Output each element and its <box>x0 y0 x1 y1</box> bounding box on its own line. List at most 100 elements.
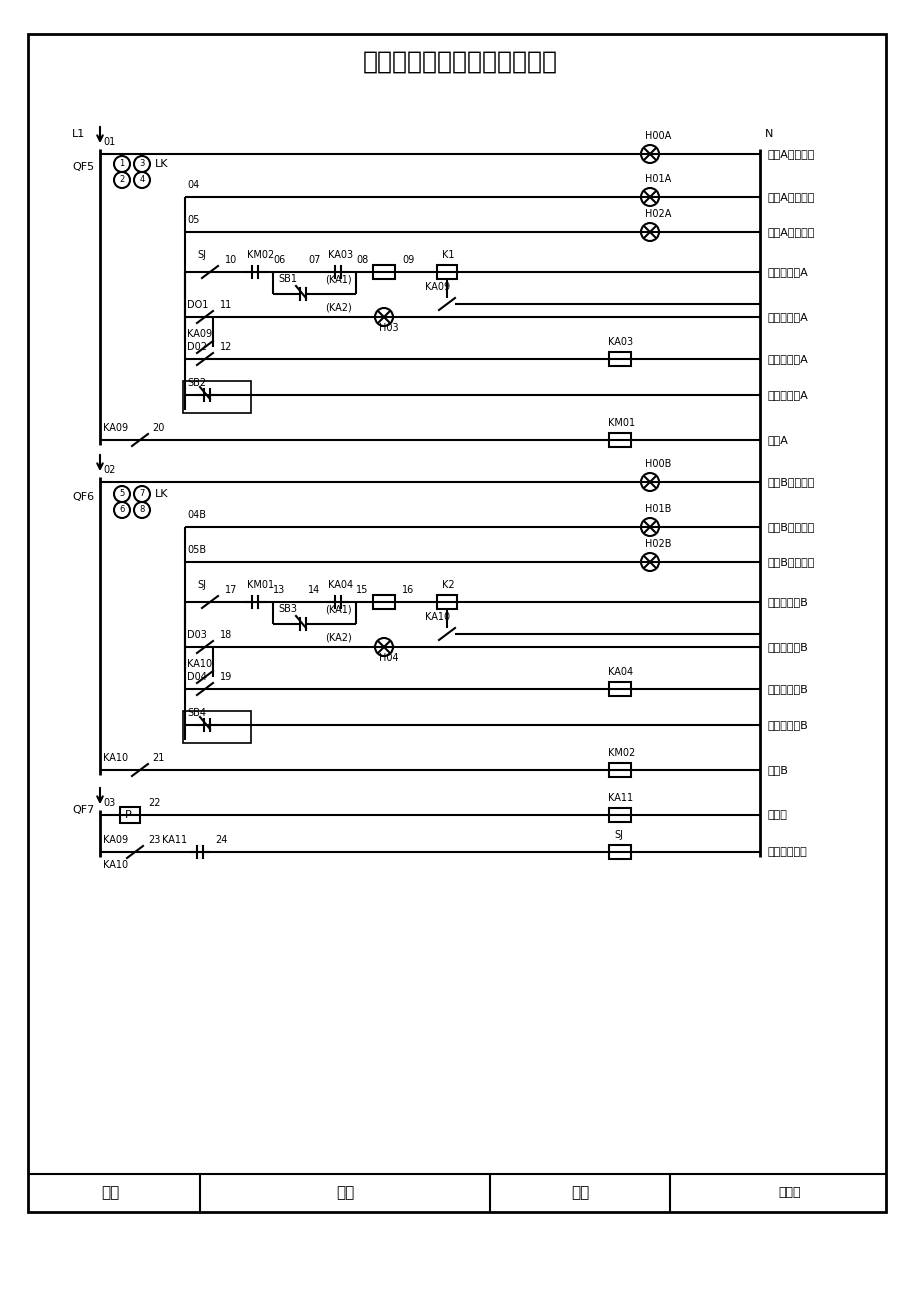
Text: 11: 11 <box>220 299 232 310</box>
Text: KA09: KA09 <box>103 423 128 434</box>
Text: 09: 09 <box>402 255 414 266</box>
Text: 07: 07 <box>308 255 320 266</box>
Bar <box>608 845 630 859</box>
Text: KA11: KA11 <box>607 793 632 803</box>
Text: 风机B就地指示: 风机B就地指示 <box>767 522 814 533</box>
Text: 24: 24 <box>215 835 227 845</box>
Text: 风机B电源指示: 风机B电源指示 <box>767 477 814 487</box>
Text: KA03: KA03 <box>607 337 632 348</box>
Text: 2: 2 <box>119 176 124 185</box>
Text: 05B: 05B <box>187 546 206 555</box>
Text: 风压低联锁启: 风压低联锁启 <box>767 848 807 857</box>
Text: K1: K1 <box>441 250 454 260</box>
Bar <box>608 352 630 366</box>
Text: 程控停风机B: 程控停风机B <box>767 684 808 694</box>
Text: 15: 15 <box>356 585 368 595</box>
Text: 10: 10 <box>225 255 237 266</box>
Text: 就地启风机B: 就地启风机B <box>767 598 808 607</box>
Text: 18: 18 <box>220 630 232 641</box>
Text: KA10: KA10 <box>425 612 449 622</box>
Bar <box>183 711 251 743</box>
Text: KA11: KA11 <box>162 835 187 845</box>
Text: (KA1): (KA1) <box>324 604 351 615</box>
Text: 风压低: 风压低 <box>767 810 787 820</box>
Text: 20: 20 <box>152 423 165 434</box>
Text: 13: 13 <box>273 585 285 595</box>
Text: (KA2): (KA2) <box>324 302 351 312</box>
Text: 22: 22 <box>148 798 160 809</box>
Text: 程控停风机A: 程控停风机A <box>767 354 808 365</box>
Bar <box>372 595 394 609</box>
Bar <box>183 381 251 413</box>
Text: L1: L1 <box>72 129 85 139</box>
Text: 风机A就地指示: 风机A就地指示 <box>767 191 814 202</box>
Text: 就地启风机A: 就地启风机A <box>767 267 808 277</box>
Text: 6: 6 <box>119 505 125 514</box>
Text: D04: D04 <box>187 672 207 682</box>
Text: 程控启风机B: 程控启风机B <box>767 642 808 652</box>
Text: 风机A程控指示: 风机A程控指示 <box>767 227 814 237</box>
Text: K2: K2 <box>441 579 454 590</box>
Text: KA09: KA09 <box>187 329 212 339</box>
Text: SJ: SJ <box>197 579 206 590</box>
Text: 03: 03 <box>103 798 115 809</box>
Text: 就地停风机B: 就地停风机B <box>767 720 808 730</box>
Text: 23: 23 <box>148 835 160 845</box>
Text: SB1: SB1 <box>278 273 297 284</box>
Text: 14: 14 <box>308 585 320 595</box>
Text: KA10: KA10 <box>103 861 128 870</box>
Text: 4: 4 <box>139 176 144 185</box>
Text: 1: 1 <box>119 160 124 168</box>
Text: SJ: SJ <box>197 250 206 260</box>
Text: KA10: KA10 <box>103 753 128 763</box>
Text: 08: 08 <box>356 255 368 266</box>
Bar <box>372 266 394 279</box>
Text: 06: 06 <box>273 255 285 266</box>
Text: 锅炉火焰冷却风机电气原理图: 锅炉火焰冷却风机电气原理图 <box>362 49 557 74</box>
Bar <box>608 763 630 777</box>
Text: 7: 7 <box>139 490 144 499</box>
Text: D02: D02 <box>187 342 207 352</box>
Text: 5: 5 <box>119 490 124 499</box>
Text: H01A: H01A <box>644 174 671 184</box>
Text: 12: 12 <box>220 342 233 352</box>
Text: 21: 21 <box>152 753 165 763</box>
Text: H00B: H00B <box>644 460 671 469</box>
Text: H01B: H01B <box>644 504 671 514</box>
Text: H04: H04 <box>379 654 398 663</box>
Text: KM02: KM02 <box>607 749 634 758</box>
Bar <box>608 682 630 697</box>
Text: KA09: KA09 <box>425 283 449 292</box>
Bar <box>119 807 140 823</box>
Text: P: P <box>125 810 131 820</box>
Text: 审核: 审核 <box>335 1186 354 1200</box>
Text: H02B: H02B <box>644 539 671 549</box>
Text: H03: H03 <box>379 323 398 333</box>
Text: 程控启风机A: 程控启风机A <box>767 312 808 322</box>
Text: QF5: QF5 <box>73 161 95 172</box>
Text: 风机B: 风机B <box>767 766 788 775</box>
Text: KA04: KA04 <box>328 579 353 590</box>
Text: 02: 02 <box>103 465 115 475</box>
Text: SB4: SB4 <box>187 708 206 717</box>
Text: 设计: 设计 <box>101 1186 119 1200</box>
Text: KM02: KM02 <box>246 250 274 260</box>
Text: 01: 01 <box>103 137 115 147</box>
Text: H02A: H02A <box>644 210 671 219</box>
Text: (KA1): (KA1) <box>324 273 351 284</box>
Text: SB2: SB2 <box>187 378 206 388</box>
Text: KA03: KA03 <box>328 250 353 260</box>
Text: DO1: DO1 <box>187 299 208 310</box>
Text: 风机A: 风机A <box>767 435 788 445</box>
Text: QF6: QF6 <box>73 492 95 503</box>
Text: 05: 05 <box>187 215 199 225</box>
Text: 19: 19 <box>220 672 232 682</box>
Text: (KA2): (KA2) <box>324 631 351 642</box>
Text: 3: 3 <box>139 160 144 168</box>
Text: 就地停风机A: 就地停风机A <box>767 391 808 400</box>
Text: 04B: 04B <box>187 510 206 519</box>
Text: D03: D03 <box>187 630 207 641</box>
Text: N: N <box>765 129 773 139</box>
Text: SJ: SJ <box>613 829 622 840</box>
Bar <box>608 809 630 822</box>
